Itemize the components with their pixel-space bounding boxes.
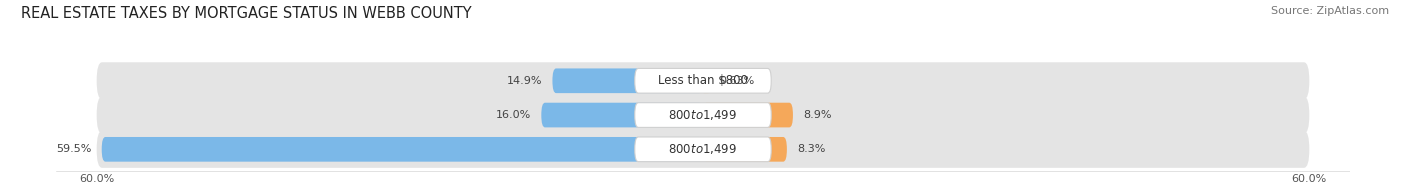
- FancyBboxPatch shape: [101, 137, 703, 162]
- FancyBboxPatch shape: [541, 103, 703, 127]
- Text: Source: ZipAtlas.com: Source: ZipAtlas.com: [1271, 6, 1389, 16]
- Text: 16.0%: 16.0%: [496, 110, 531, 120]
- FancyBboxPatch shape: [634, 68, 772, 93]
- FancyBboxPatch shape: [703, 68, 710, 93]
- Text: REAL ESTATE TAXES BY MORTGAGE STATUS IN WEBB COUNTY: REAL ESTATE TAXES BY MORTGAGE STATUS IN …: [21, 6, 472, 21]
- Text: $800 to $1,499: $800 to $1,499: [668, 142, 738, 156]
- Text: 0.63%: 0.63%: [720, 76, 755, 86]
- FancyBboxPatch shape: [97, 131, 1309, 168]
- Text: 8.9%: 8.9%: [803, 110, 831, 120]
- Text: Less than $800: Less than $800: [658, 74, 748, 87]
- Text: 59.5%: 59.5%: [56, 144, 91, 154]
- Text: 14.9%: 14.9%: [506, 76, 543, 86]
- Text: 8.3%: 8.3%: [797, 144, 825, 154]
- FancyBboxPatch shape: [703, 137, 787, 162]
- FancyBboxPatch shape: [97, 62, 1309, 99]
- FancyBboxPatch shape: [97, 97, 1309, 134]
- FancyBboxPatch shape: [634, 137, 772, 162]
- FancyBboxPatch shape: [553, 68, 703, 93]
- FancyBboxPatch shape: [703, 103, 793, 127]
- FancyBboxPatch shape: [634, 103, 772, 127]
- Text: $800 to $1,499: $800 to $1,499: [668, 108, 738, 122]
